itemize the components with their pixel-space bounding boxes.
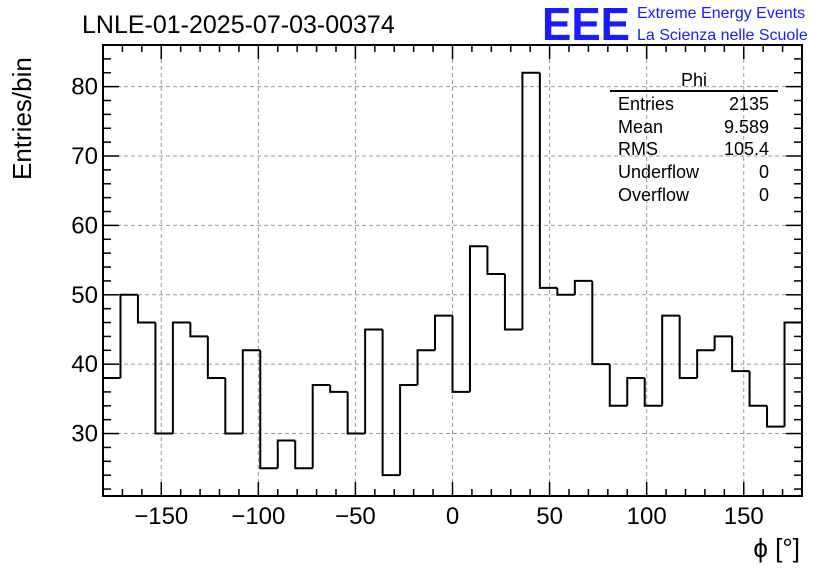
histogram-bin bbox=[731, 336, 750, 373]
eee-logo: EEE Extreme Energy Events La Scienza nel… bbox=[542, 0, 808, 50]
chart-title: LNLE-01-2025-07-03-00374 bbox=[82, 11, 395, 39]
histogram-bin bbox=[294, 440, 313, 470]
histogram-bin bbox=[154, 322, 173, 435]
stats-label-mean: Mean bbox=[618, 117, 663, 137]
histogram-bin bbox=[416, 349, 436, 385]
histogram-bin bbox=[119, 293, 138, 379]
histogram-bin bbox=[259, 350, 278, 470]
y-axis-label: Entries/bin bbox=[7, 57, 37, 180]
stats-label-overflow: Overflow bbox=[618, 185, 690, 205]
histogram-bin bbox=[434, 314, 453, 351]
histogram-bin bbox=[346, 391, 366, 435]
histogram-bin bbox=[329, 384, 348, 393]
histogram-bin bbox=[189, 322, 208, 338]
x-tick-label: −150 bbox=[134, 503, 188, 530]
eee-logo-line1: Extreme Energy Events bbox=[637, 5, 805, 22]
histogram-bin bbox=[678, 315, 698, 380]
histogram-bin bbox=[451, 315, 470, 393]
y-tick-label: 40 bbox=[71, 351, 98, 378]
histogram-bin bbox=[783, 321, 802, 427]
histogram-bin bbox=[311, 383, 331, 469]
y-tick-label: 80 bbox=[71, 74, 98, 101]
histogram-bin bbox=[608, 364, 628, 407]
stats-value-mean: 9.589 bbox=[724, 117, 769, 137]
histogram-bin bbox=[748, 371, 768, 407]
stats-label-entries: Entries bbox=[618, 94, 674, 114]
stats-box: Phi Entries 2135 Mean 9.589 RMS 105.4 Un… bbox=[610, 70, 778, 205]
x-tick-label: 0 bbox=[446, 503, 459, 530]
histogram-bin bbox=[399, 383, 418, 476]
stats-value-rms: 105.4 bbox=[724, 139, 769, 159]
stats-box-title: Phi bbox=[681, 70, 707, 90]
histogram-bin bbox=[661, 314, 680, 406]
histogram-bin bbox=[696, 349, 715, 379]
histogram-bin bbox=[224, 378, 243, 435]
histogram-bin bbox=[591, 280, 610, 366]
x-tick-label: 50 bbox=[536, 503, 563, 530]
y-tick-label: 50 bbox=[71, 282, 98, 309]
y-tick-label: 70 bbox=[71, 143, 98, 170]
histogram-bin bbox=[171, 321, 191, 434]
axes bbox=[102, 44, 803, 497]
histogram-bin bbox=[503, 273, 523, 331]
grid bbox=[103, 45, 802, 496]
histogram-bin bbox=[556, 287, 575, 296]
histogram-bins bbox=[103, 71, 802, 477]
histogram-bin bbox=[643, 378, 663, 407]
histogram-bin bbox=[364, 328, 383, 434]
x-tick-label: −50 bbox=[335, 503, 376, 530]
histogram-bin bbox=[713, 335, 733, 351]
histogram-bin bbox=[766, 405, 785, 428]
histogram-bin bbox=[573, 279, 593, 295]
x-tick-label: 150 bbox=[724, 503, 764, 530]
histogram-bin bbox=[538, 72, 558, 289]
y-tick-label: 60 bbox=[71, 212, 98, 239]
histogram-bin bbox=[206, 336, 226, 380]
x-tick-label: 100 bbox=[627, 503, 667, 530]
eee-logo-mark: EEE bbox=[542, 0, 630, 50]
x-axis-label: ϕ [°] bbox=[753, 533, 800, 563]
x-tick-label: −100 bbox=[231, 503, 285, 530]
histogram-bin bbox=[521, 71, 540, 330]
histogram-bin bbox=[626, 377, 645, 406]
histogram-bin bbox=[276, 439, 296, 469]
histogram-bin bbox=[381, 329, 401, 477]
histogram-bin bbox=[136, 294, 156, 324]
stats-value-entries: 2135 bbox=[729, 94, 769, 114]
stats-label-underflow: Underflow bbox=[618, 162, 700, 182]
histogram-bin bbox=[486, 246, 505, 275]
tick-labels: −150 −100 −50 0 50 100 150 30 40 50 60 70 80 bbox=[71, 74, 763, 530]
stats-value-overflow: 0 bbox=[759, 185, 769, 205]
stats-value-underflow: 0 bbox=[759, 162, 769, 182]
stats-label-rms: RMS bbox=[618, 139, 658, 159]
histogram-bin bbox=[468, 245, 488, 392]
y-tick-label: 30 bbox=[71, 421, 98, 448]
histogram-bin bbox=[241, 349, 261, 434]
eee-logo-line2: La Scienza nelle Scuole bbox=[637, 27, 808, 44]
